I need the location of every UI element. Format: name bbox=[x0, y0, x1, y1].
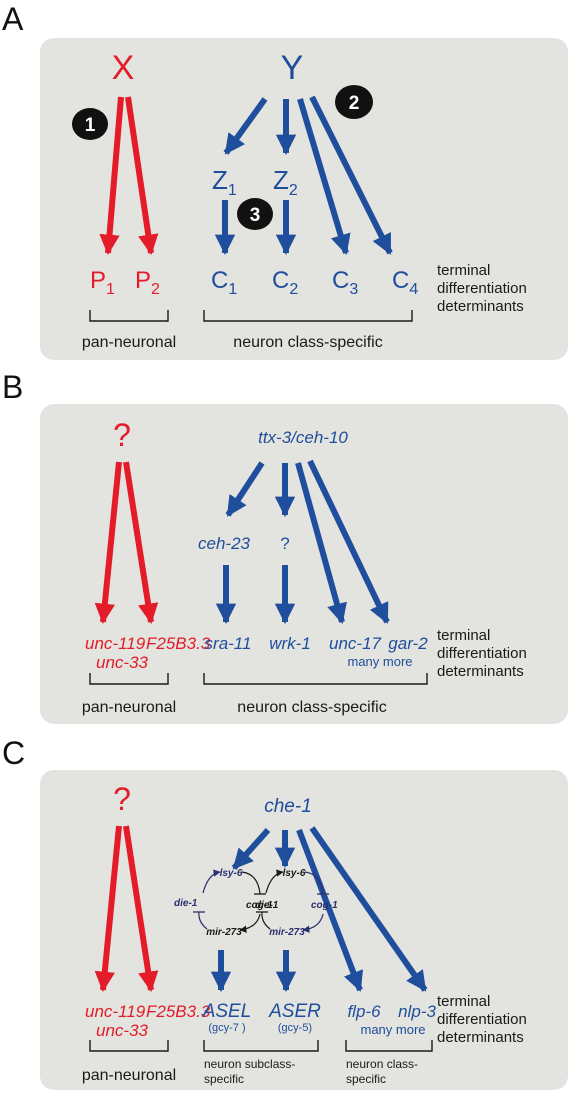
panel-a-terminal-label: terminal differentiation determinants bbox=[437, 262, 531, 315]
right-loop-arc-bottomright bbox=[302, 913, 324, 933]
panel-b-many-more: many more bbox=[347, 654, 412, 669]
left-loop-mir273: mir-273 bbox=[206, 927, 242, 938]
arrow-b-ttx-ceh23 bbox=[225, 461, 265, 517]
panel-b-ceh23: ceh-23 bbox=[198, 534, 251, 553]
left-loop-arc-bottomright bbox=[239, 913, 261, 933]
arrow-c-q-unc119 bbox=[94, 825, 122, 993]
arrow-b-ttx-unc17 bbox=[295, 462, 347, 624]
panel-a-pan-bracket bbox=[89, 310, 169, 322]
right-loop-arc-bottomleft bbox=[261, 911, 271, 930]
left-loop-arc-topright bbox=[241, 871, 261, 895]
svg-text:2: 2 bbox=[349, 93, 360, 114]
panel-c-unc33: unc-33 bbox=[96, 1021, 149, 1040]
panel-b: B ? ttx-3/ceh-10 ceh-23 ? unc-119 F25B3.… bbox=[2, 369, 568, 724]
panel-b-background bbox=[40, 404, 568, 724]
panel-c-class-label: neuron class- specific bbox=[346, 1057, 421, 1086]
panel-c-pan-bracket bbox=[89, 1040, 169, 1052]
panel-c-pan-label: pan-neuronal bbox=[82, 1067, 176, 1084]
arrow-b-q-unc119 bbox=[94, 461, 122, 625]
left-loop-cog1: cog-1 bbox=[246, 900, 273, 911]
panel-c-f25b33: F25B3.3 bbox=[146, 1002, 211, 1021]
panel-b-pan-label: pan-neuronal bbox=[82, 699, 176, 716]
arrow-c-che1-nlp3 bbox=[309, 826, 428, 992]
right-loop-lsy6: lsy-6 bbox=[283, 868, 306, 879]
panel-c-letter: C bbox=[2, 735, 25, 771]
arrow-x-p2 bbox=[125, 96, 159, 256]
badge-2: 2 bbox=[335, 85, 373, 119]
panel-b-unc33: unc-33 bbox=[96, 653, 149, 672]
panel-c-che1: che-1 bbox=[264, 796, 312, 817]
panel-a-z1: Z1 bbox=[212, 165, 237, 199]
panel-b-question: ? bbox=[113, 417, 131, 453]
svg-text:3: 3 bbox=[250, 205, 261, 226]
panel-c-nlp3: nlp-3 bbox=[398, 1002, 436, 1021]
panel-c-aser: ASER bbox=[268, 1001, 321, 1022]
panel-c-asel: ASEL bbox=[202, 1001, 252, 1022]
panel-b-class-bracket bbox=[203, 673, 428, 685]
right-loop-mir273: mir-273 bbox=[269, 927, 305, 938]
panel-b-terminal-label: terminal differentiation determinants bbox=[437, 627, 531, 680]
left-regulatory-loop: lsy-6 die-1 cog-1 mir-273 bbox=[174, 868, 273, 938]
panel-b-pan-bracket bbox=[89, 673, 169, 685]
left-loop-die1: die-1 bbox=[174, 898, 198, 909]
panel-a-p1: P1 bbox=[90, 267, 115, 298]
panel-c-subclass-label: neuron subclass- specific bbox=[204, 1057, 299, 1086]
right-loop-arc-top bbox=[265, 869, 284, 894]
panel-b-mid-question: ? bbox=[280, 534, 289, 553]
right-regulatory-loop: lsy-6 die-1 cog-1 mir-273 bbox=[255, 868, 338, 938]
arrow-c-che1-flp6 bbox=[296, 828, 363, 992]
svg-text:1: 1 bbox=[85, 115, 96, 136]
panel-c-class-bracket bbox=[345, 1040, 433, 1052]
panel-a-class-bracket bbox=[203, 310, 413, 322]
arrow-y-c4 bbox=[309, 95, 393, 255]
badge-3: 3 bbox=[237, 198, 273, 230]
panel-a-c2: C2 bbox=[272, 267, 298, 298]
left-loop-lsy6: lsy-6 bbox=[220, 868, 243, 879]
panel-b-f25b33: F25B3.3 bbox=[146, 634, 211, 653]
panel-b-unc119: unc-119 bbox=[85, 634, 146, 653]
panel-a-letter: A bbox=[2, 1, 24, 37]
panel-a-y-label: Y bbox=[281, 49, 304, 87]
arrow-y-c3 bbox=[297, 98, 351, 255]
panel-c-flp6: flp-6 bbox=[347, 1002, 381, 1021]
panel-c-terminal-label: terminal differentiation determinants bbox=[437, 993, 531, 1046]
panel-a-z2: Z2 bbox=[273, 165, 298, 199]
panel-c-asel-gcy7: (gcy-7 ) bbox=[208, 1022, 245, 1034]
panel-b-wrk1: wrk-1 bbox=[269, 634, 311, 653]
panel-a-class-label: neuron class-specific bbox=[233, 334, 382, 351]
panel-c-unc119: unc-119 bbox=[85, 1002, 146, 1021]
panel-b-ttx3-ceh10: ttx-3/ceh-10 bbox=[258, 428, 348, 447]
arrow-c-che1-left-loop bbox=[231, 827, 271, 871]
right-loop-cog1: cog-1 bbox=[311, 900, 338, 911]
panel-b-sra11: sra-11 bbox=[205, 634, 252, 653]
panel-b-class-label: neuron class-specific bbox=[237, 699, 386, 716]
arrow-b-ttx-gar2 bbox=[307, 459, 390, 624]
panel-b-unc17: unc-17 bbox=[329, 634, 382, 653]
arrow-b-q-f25b bbox=[123, 461, 159, 625]
badge-1: 1 bbox=[72, 108, 108, 140]
panel-c-many-more: many more bbox=[360, 1022, 425, 1037]
panel-b-letter: B bbox=[2, 369, 23, 405]
arrow-c-q-f25b bbox=[123, 825, 159, 993]
panel-c-question: ? bbox=[113, 781, 131, 817]
panel-b-gar2: gar-2 bbox=[388, 634, 428, 653]
panel-a-pan-label: pan-neuronal bbox=[82, 334, 176, 351]
panel-a-c3: C3 bbox=[332, 267, 358, 298]
panel-c-subclass-bracket bbox=[203, 1040, 319, 1052]
left-loop-arc-bottomleft bbox=[198, 911, 208, 930]
panel-a-background bbox=[40, 38, 568, 360]
arrow-x-p1 bbox=[99, 96, 124, 256]
left-loop-arc-top bbox=[202, 869, 221, 894]
panel-a-x-label: X bbox=[112, 49, 135, 87]
right-loop-die1: die-1 bbox=[255, 900, 279, 911]
arrow-y-z1 bbox=[223, 97, 268, 155]
panel-c: C ? che-1 lsy-6 die-1 cog-1 mir-273 bbox=[2, 735, 568, 1090]
panel-a: A X Y Z1 Z2 1 2 3 P1 P2 C1 bbox=[2, 1, 568, 360]
right-loop-arc-topright bbox=[304, 871, 324, 895]
panel-a-c4: C4 bbox=[392, 267, 418, 298]
panel-a-c1: C1 bbox=[211, 267, 237, 298]
panel-c-aser-gcy5: (gcy-5) bbox=[278, 1022, 312, 1034]
panel-a-p2: P2 bbox=[135, 267, 160, 298]
